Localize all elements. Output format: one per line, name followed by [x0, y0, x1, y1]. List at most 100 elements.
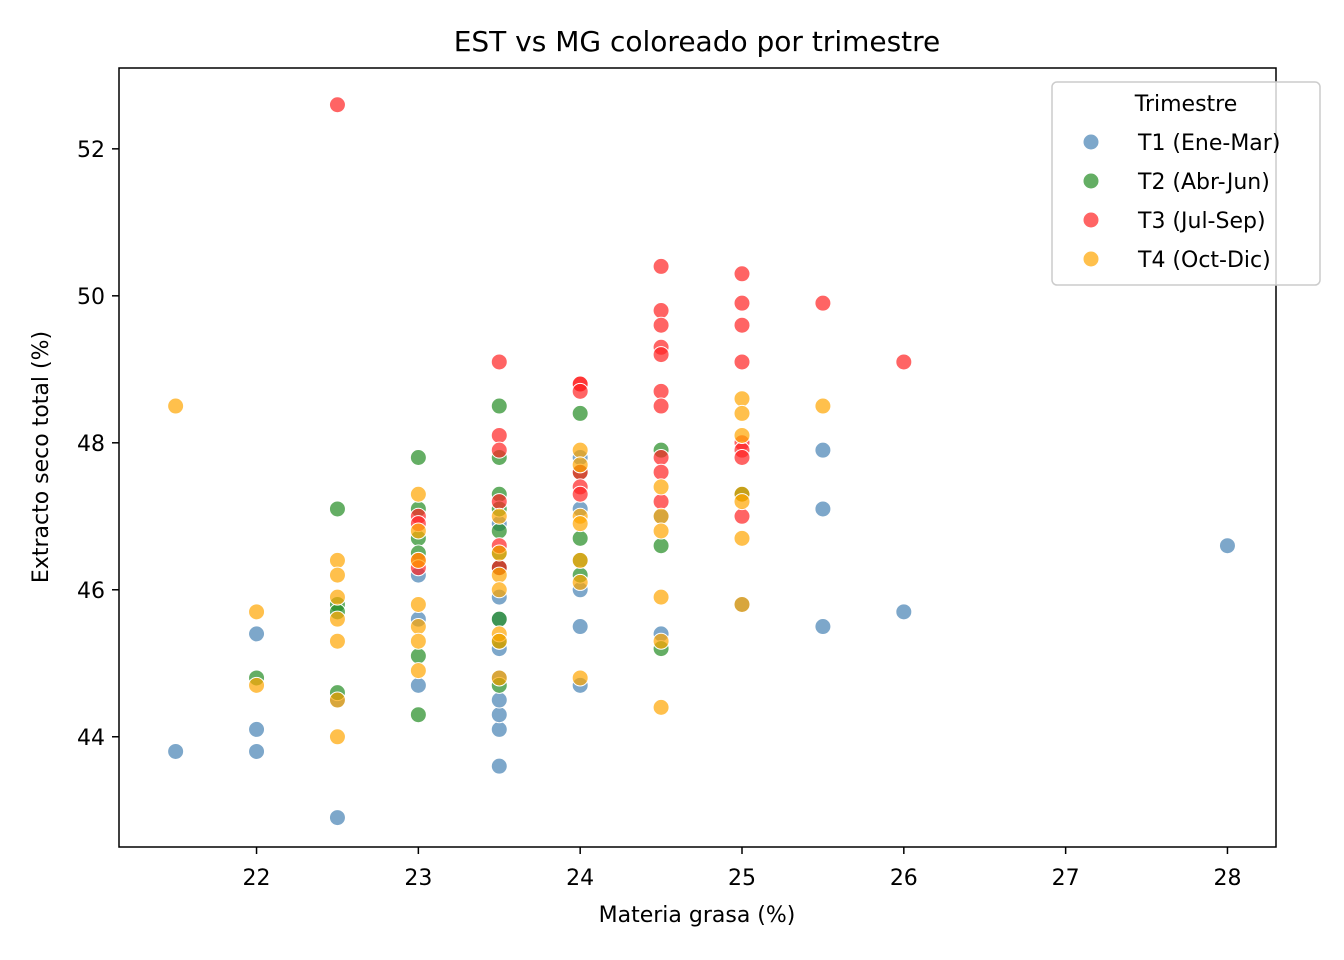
data-point-t4 [571, 441, 589, 459]
y-tick-label: 52 [77, 138, 105, 163]
y-axis-label: Extracto seco total (%) [29, 331, 54, 583]
data-point-t4 [490, 669, 508, 687]
data-point-t4 [652, 507, 670, 525]
data-point-t4 [328, 551, 346, 569]
data-point-t2 [652, 537, 670, 555]
data-point-t1 [490, 720, 508, 738]
plot-area [118, 67, 1277, 848]
data-point-t2 [490, 522, 508, 540]
data-point-t4 [733, 529, 751, 547]
x-axis: 22 23 24 25 26 27 28 [243, 847, 1241, 891]
data-point-t4 [248, 603, 266, 621]
data-point-t3 [733, 294, 751, 312]
data-point-t4 [733, 493, 751, 511]
data-point-t3 [652, 397, 670, 415]
y-axis: 44 46 48 50 52 [77, 138, 119, 751]
data-point-t2 [490, 397, 508, 415]
data-point-t2 [409, 449, 427, 466]
data-point-t4 [328, 566, 346, 584]
data-points [167, 96, 1236, 827]
data-point-t1 [490, 691, 508, 709]
data-point-t3 [490, 441, 508, 459]
data-point-t2 [490, 610, 508, 628]
legend-label: T1 (Ene-Mar) [1137, 131, 1280, 156]
data-point-t4 [490, 581, 508, 599]
data-point-t3 [652, 463, 670, 481]
data-point-t3 [733, 265, 751, 283]
x-tick-label: 25 [728, 866, 756, 891]
data-point-t4 [571, 669, 589, 687]
data-point-t1 [1218, 537, 1236, 555]
data-point-t4 [328, 728, 346, 746]
data-point-t3 [733, 449, 751, 466]
data-point-t3 [490, 426, 508, 444]
data-point-t4 [652, 522, 670, 540]
data-point-t1 [248, 625, 266, 643]
data-point-t1 [248, 720, 266, 738]
data-point-t3 [652, 257, 670, 275]
x-tick-label: 26 [890, 866, 918, 891]
data-point-t4 [490, 566, 508, 584]
data-point-t4 [571, 456, 589, 474]
data-point-t4 [733, 595, 751, 613]
data-point-t1 [814, 618, 832, 636]
data-point-t4 [409, 485, 427, 503]
legend: Trimestre T1 (Ene-Mar) T2 (Abr-Jun) T3 (Ju… [1051, 81, 1321, 286]
data-point-t3 [652, 449, 670, 466]
data-point-t4 [571, 515, 589, 533]
data-point-t4 [652, 588, 670, 606]
x-tick-label: 27 [1052, 866, 1080, 891]
data-point-t2 [409, 706, 427, 724]
data-point-t3 [652, 493, 670, 511]
x-tick-label: 28 [1213, 866, 1241, 891]
data-point-t1 [490, 757, 508, 775]
data-point-t3 [652, 382, 670, 400]
y-tick-label: 44 [77, 726, 105, 751]
data-point-t1 [571, 618, 589, 636]
data-point-t3 [652, 302, 670, 320]
data-point-t3 [490, 493, 508, 511]
data-point-t4 [328, 610, 346, 628]
data-point-t3 [328, 96, 346, 114]
y-tick-label: 50 [77, 285, 105, 310]
data-point-t4 [328, 691, 346, 709]
data-point-t2 [571, 529, 589, 547]
data-point-t3 [652, 346, 670, 364]
data-point-t1 [248, 742, 266, 760]
data-point-t4 [733, 404, 751, 422]
legend-marker [1082, 133, 1100, 151]
legend-label: T3 (Jul-Sep) [1137, 209, 1266, 234]
x-tick-label: 24 [566, 866, 594, 891]
data-point-t4 [328, 632, 346, 650]
legend-box [1051, 81, 1321, 286]
data-point-t1 [167, 742, 185, 760]
chart-title: EST vs MG coloreado por trimestre [454, 25, 941, 58]
legend-marker [1082, 250, 1100, 268]
data-point-t2 [571, 404, 589, 422]
data-point-t3 [571, 485, 589, 503]
legend-marker [1082, 172, 1100, 190]
data-point-t1 [409, 676, 427, 694]
data-point-t1 [490, 706, 508, 724]
data-point-t4 [652, 698, 670, 716]
legend-title: Trimestre [1134, 92, 1238, 117]
data-point-t4 [490, 507, 508, 525]
data-point-t4 [490, 632, 508, 650]
data-point-t4 [409, 662, 427, 680]
legend-label: T2 (Abr-Jun) [1137, 170, 1270, 195]
data-point-t4 [571, 573, 589, 591]
data-point-t2 [409, 647, 427, 665]
y-tick-label: 46 [77, 579, 105, 604]
data-point-t3 [733, 507, 751, 525]
data-point-t4 [409, 595, 427, 613]
data-point-t4 [733, 390, 751, 408]
data-point-t4 [409, 632, 427, 650]
data-point-t4 [814, 397, 832, 415]
data-point-t3 [490, 353, 508, 371]
x-tick-label: 23 [404, 866, 432, 891]
legend-label: T4 (Oct-Dic) [1137, 248, 1271, 273]
data-point-t4 [328, 588, 346, 606]
data-point-t4 [490, 544, 508, 562]
data-point-t3 [733, 316, 751, 334]
